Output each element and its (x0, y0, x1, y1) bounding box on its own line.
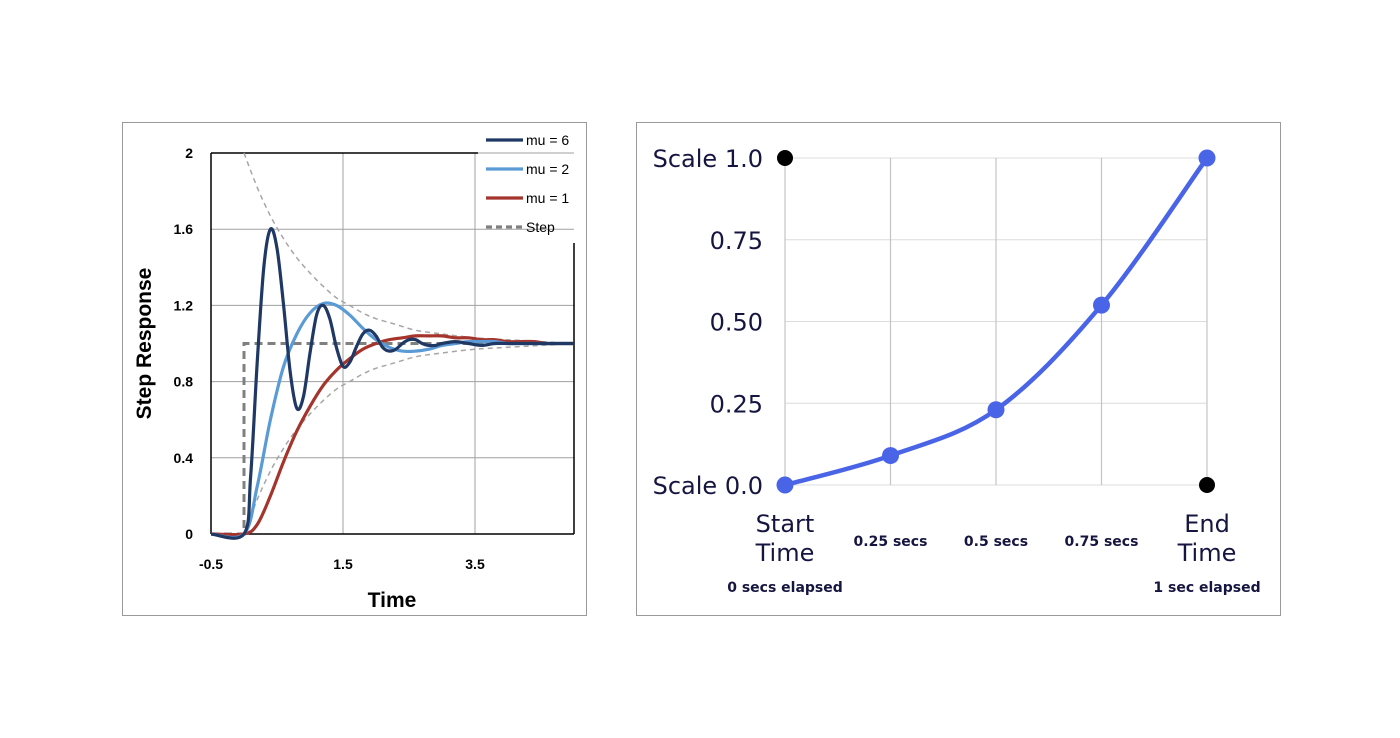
y-tick-label: 0 (185, 526, 193, 542)
x-tick-sublabel: 1 sec elapsed (1153, 580, 1260, 596)
y-tick-label: 0.25 (710, 390, 763, 418)
x-tick-label: Start (756, 510, 815, 538)
series-mu-1-line (210, 334, 574, 537)
corner-point (777, 150, 793, 166)
y-tick-label: 0.50 (710, 309, 763, 337)
y-tick-label: Scale 0.0 (653, 472, 763, 500)
x-tick-label: Time (755, 539, 815, 567)
data-point (776, 476, 794, 494)
easing-scale-chart-panel: Scale 0.0 0.25 0.50 0.75 Scale 1.0 Start Time 0… (636, 122, 1281, 616)
envelope-curve (243, 152, 575, 345)
x-tick-label: 1.5 (333, 556, 353, 572)
legend-label: mu = 1 (526, 190, 569, 206)
y-tick-label: 0.75 (710, 227, 763, 255)
y-tick-label: 0.8 (174, 374, 194, 390)
step-response-chart: 0 0.4 0.8 1.2 1.6 2 -0.5 1.5 3.5 Time Step Respons… (133, 132, 575, 612)
x-axis-title: Time (368, 589, 417, 612)
envelope-curve (243, 342, 575, 535)
legend-label: Step (526, 219, 555, 235)
y-tick-label: 1.2 (174, 297, 194, 313)
x-tick-label: -0.5 (199, 556, 223, 572)
y-tick-label: 1.6 (174, 221, 194, 237)
x-tick-sublabel: 0.25 secs (854, 534, 928, 550)
legend-label: mu = 2 (526, 161, 569, 177)
y-tick-label: Scale 1.0 (653, 145, 763, 173)
x-tick-label: End (1184, 510, 1230, 538)
series-mu-6-line (210, 226, 574, 540)
easing-curve-line (782, 155, 1210, 488)
data-point (987, 401, 1005, 419)
data-point (1093, 296, 1110, 314)
legend-label: mu = 6 (526, 132, 569, 148)
y-axis-title: Step Response (133, 268, 156, 420)
y-tick-label: 0.4 (174, 450, 194, 466)
corner-point (1199, 477, 1215, 493)
data-point (1198, 149, 1216, 167)
x-tick-sublabel: 0.75 secs (1065, 534, 1139, 550)
x-tick-label: Time (1177, 539, 1237, 567)
x-tick-sublabel: 0 secs elapsed (727, 580, 843, 596)
x-tick-label: 3.5 (465, 556, 485, 572)
y-tick-label: 2 (185, 145, 193, 161)
x-tick-sublabel: 0.5 secs (964, 534, 1028, 550)
data-point (882, 447, 899, 465)
step-response-chart-panel: 0 0.4 0.8 1.2 1.6 2 -0.5 1.5 3.5 Time Step Respons… (122, 122, 587, 616)
